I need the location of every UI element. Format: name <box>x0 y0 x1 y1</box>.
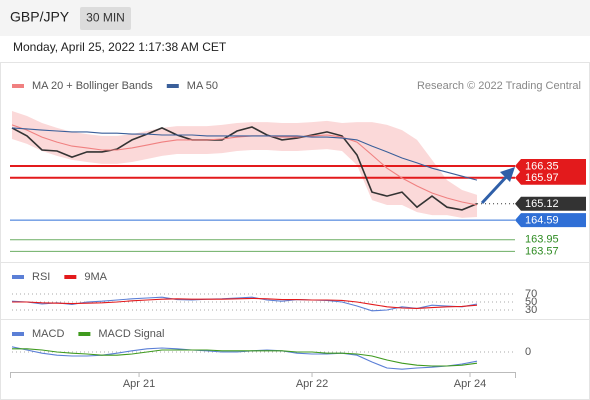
level-label: 164.59 <box>525 214 559 226</box>
legend-swatch <box>12 84 24 88</box>
x-tick-label: Apr 24 <box>454 378 486 390</box>
level-tag <box>515 196 586 211</box>
level-tag <box>515 213 586 228</box>
forecast-arrowhead <box>500 167 515 182</box>
x-tick-label: Apr 21 <box>123 378 155 390</box>
legend-label: RSI <box>32 271 50 283</box>
series-line <box>11 296 478 312</box>
legend-label: MA 50 <box>187 80 218 92</box>
forecast-arrow <box>480 173 510 205</box>
frame <box>0 62 590 400</box>
level-tag <box>515 170 586 185</box>
symbol: GBP/JPY <box>10 9 70 25</box>
bollinger-band <box>12 111 478 218</box>
series-line <box>12 297 478 309</box>
legend-label: MACD Signal <box>98 328 164 340</box>
level-label: 163.57 <box>525 245 559 257</box>
interval[interactable]: 30 MIN <box>86 11 125 25</box>
series-line <box>12 348 478 367</box>
legend-label: MA 20 + Bollinger Bands <box>32 80 153 92</box>
credit: Research © 2022 Trading Central <box>417 80 581 92</box>
series-line <box>11 126 478 211</box>
y-tick-label: 0 <box>525 346 531 358</box>
series-line <box>11 127 478 181</box>
y-tick-label: 50 <box>525 296 537 308</box>
legend-swatch <box>166 84 179 88</box>
level-label: 166.35 <box>525 160 559 172</box>
legend-swatch <box>78 332 91 336</box>
interval-button[interactable] <box>80 7 131 30</box>
level-tag <box>515 159 586 174</box>
legend-swatch <box>12 275 24 279</box>
level-label: 165.12 <box>525 198 559 210</box>
series-line <box>11 346 478 370</box>
x-tick-label: Apr 22 <box>296 378 328 390</box>
level-label: 163.95 <box>525 234 559 246</box>
y-tick-label: 30 <box>525 304 537 316</box>
series-line <box>11 124 478 206</box>
legend-swatch <box>12 332 24 336</box>
legend-label: MACD <box>32 328 64 340</box>
level-label: 165.97 <box>525 172 559 184</box>
y-tick-label: 70 <box>525 288 537 300</box>
legend-label: 9MA <box>84 271 107 283</box>
legend-swatch <box>64 275 77 279</box>
date: Monday, April 25, 2022 1:17:38 AM CET <box>13 40 227 54</box>
